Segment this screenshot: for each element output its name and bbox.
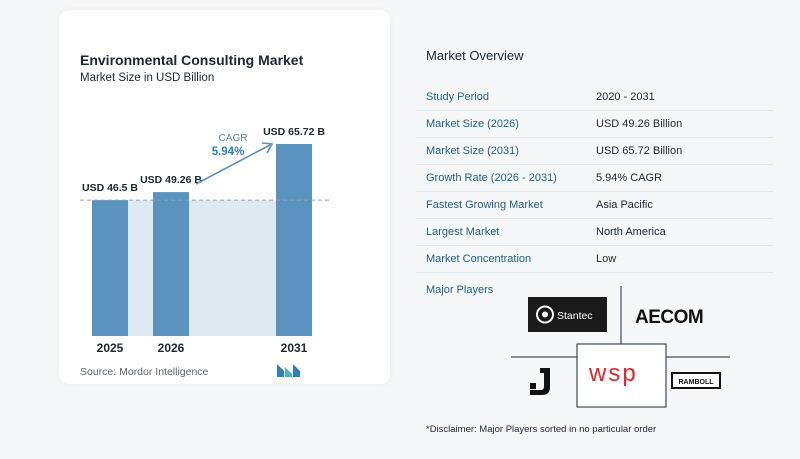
row-value: USD 65.72 Billion: [584, 137, 773, 166]
chart-subtitle: Market Size in USD Billion: [80, 72, 215, 84]
jacobs-logo: [530, 368, 550, 395]
market-overview-table: Study Period 2020 - 2031 Market Size (202…: [416, 84, 773, 273]
ramboll-logo: RAMBOLL: [671, 372, 721, 389]
bar-2026: [153, 192, 189, 336]
growth-band: [128, 200, 276, 336]
row-key: Growth Rate (2026 - 2031): [416, 164, 584, 193]
stantec-text: Stantec: [557, 310, 593, 322]
cagr-value: 5.94%: [212, 146, 245, 158]
table-row: Market Size (2026) USD 49.26 Billion: [416, 110, 773, 139]
table-row: Market Size (2031) USD 65.72 Billion: [416, 137, 773, 166]
data-label: USD 49.26 B: [140, 174, 202, 186]
row-key: Fastest Growing Market: [416, 191, 584, 219]
x-tick-label: 2026: [158, 341, 185, 355]
row-value: Asia Pacific: [584, 191, 773, 219]
data-label: USD 46.5 B: [82, 182, 138, 194]
x-tick-label: 2025: [97, 341, 124, 355]
ramboll-text: RAMBOLL: [679, 379, 715, 386]
major-players-title: Major Players: [426, 284, 494, 296]
row-key: Market Concentration: [416, 245, 584, 273]
aecom-logo: AECOM: [635, 307, 703, 328]
row-value: USD 49.26 Billion: [584, 110, 773, 139]
cagr-arrow-line: [195, 144, 271, 185]
row-value: 2020 - 2031: [584, 84, 773, 112]
mordor-intelligence-logo: [277, 364, 300, 377]
wsp-logo: wsp: [588, 360, 638, 387]
row-key: Study Period: [416, 84, 584, 112]
data-label: USD 65.72 B: [263, 126, 325, 138]
source-note: Source: Mordor Intelligence: [80, 366, 209, 378]
table-row: Market Concentration Low: [416, 245, 773, 273]
row-value: 5.94% CAGR: [584, 164, 773, 193]
bar-2025: [92, 200, 128, 336]
row-key: Market Size (2026): [416, 110, 584, 139]
table-row: Largest Market North America: [416, 218, 773, 246]
row-value: Low: [584, 245, 773, 273]
logo-cell: [576, 343, 667, 408]
table-row: Fastest Growing Market Asia Pacific: [416, 191, 773, 219]
cagr-arrow-head: [261, 142, 274, 154]
row-value: North America: [584, 218, 773, 246]
disclaimer: *Disclaimer: Major Players sorted in no …: [426, 424, 657, 435]
chart-title: Environmental Consulting Market: [80, 52, 304, 68]
table-row: Growth Rate (2026 - 2031) 5.94% CAGR: [416, 164, 773, 193]
market-overview-title: Market Overview: [426, 48, 524, 63]
stantec-logo: Stantec: [528, 297, 607, 332]
x-tick-label: 2031: [281, 341, 308, 355]
cagr-label: CAGR: [219, 133, 248, 144]
row-key: Market Size (2031): [416, 137, 584, 166]
table-row: Study Period 2020 - 2031: [416, 84, 773, 112]
row-key: Largest Market: [416, 218, 584, 246]
bar-2031: [276, 144, 312, 336]
